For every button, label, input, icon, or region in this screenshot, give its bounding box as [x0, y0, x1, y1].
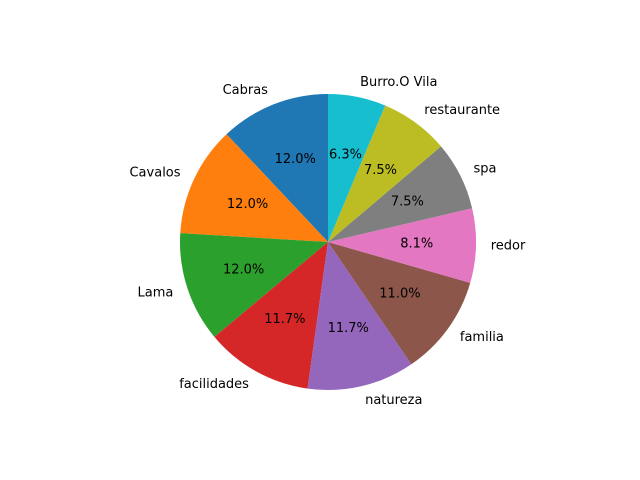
slice-value-label: 11.7%	[328, 321, 369, 336]
slice-value-label: 12.0%	[275, 152, 316, 167]
pie-slice-2	[180, 233, 328, 337]
slice-value-label: 8.1%	[400, 237, 433, 252]
pie-slice-4	[307, 242, 412, 390]
pie-slice-5	[328, 242, 471, 365]
slice-category-label: restaurante	[424, 103, 500, 118]
slice-value-label: 6.3%	[329, 147, 362, 162]
pie-slice-3	[214, 242, 328, 389]
pie-slice-7	[328, 146, 473, 242]
slice-category-label: Burro.O Vila	[360, 75, 437, 90]
pie-slices	[180, 94, 476, 390]
slice-category-label: facilidades	[179, 377, 249, 392]
slice-value-label: 7.5%	[391, 195, 424, 210]
pie-labels: 12.0% Cabras 12.0% Cavalos 12.0% Lama 11.7% fac…	[129, 75, 526, 408]
pie-slice-1	[180, 134, 328, 242]
pie-slice-0	[226, 94, 328, 242]
pie-slice-9	[328, 94, 386, 242]
slice-category-label: redor	[491, 239, 526, 254]
pie-slice-8	[328, 105, 442, 242]
slice-category-label: familia	[460, 330, 504, 345]
pie-slice-6	[328, 208, 476, 283]
slice-value-label: 7.5%	[364, 163, 397, 178]
slice-category-label: spa	[473, 161, 496, 176]
slice-value-label: 12.0%	[223, 262, 264, 277]
slice-value-label: 12.0%	[227, 197, 268, 212]
slice-category-label: Cavalos	[129, 166, 180, 181]
slice-category-label: natureza	[365, 393, 422, 408]
slice-value-label: 11.7%	[264, 312, 305, 327]
slice-value-label: 11.0%	[379, 287, 420, 302]
slice-category-label: Lama	[138, 285, 174, 300]
slice-category-label: Cabras	[223, 83, 269, 98]
